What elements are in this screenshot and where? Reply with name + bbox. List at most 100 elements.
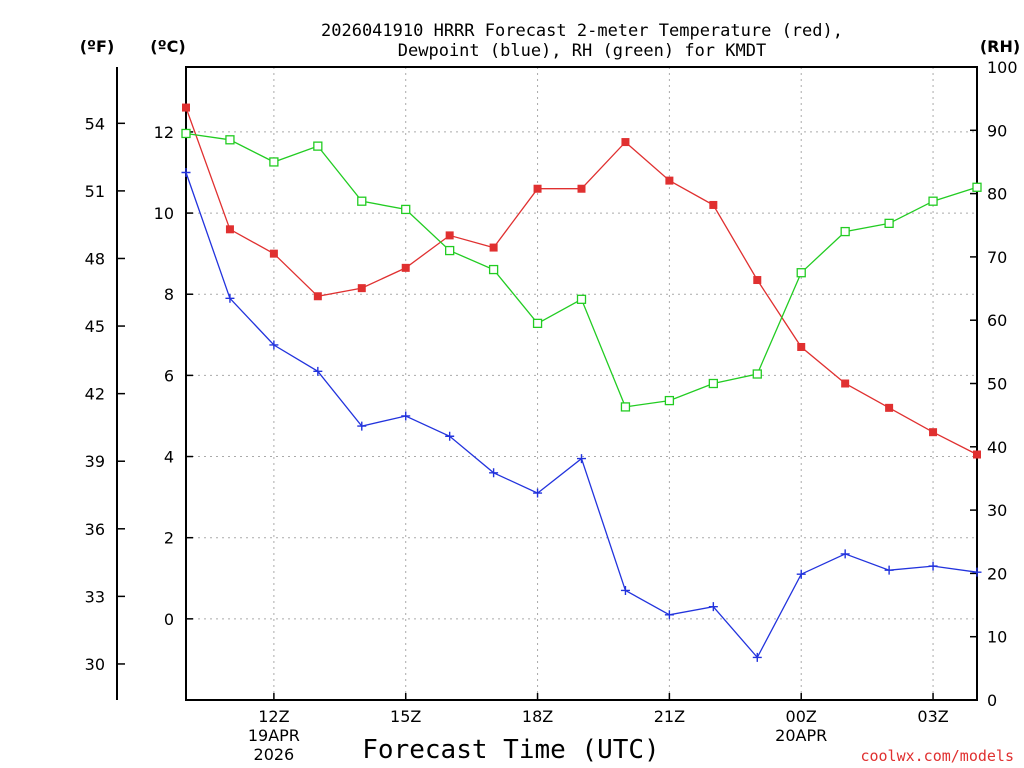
rh-point <box>796 268 806 278</box>
dewpoint-point <box>357 421 367 431</box>
rh-tick-label: 80 <box>987 185 1007 204</box>
temperature-point <box>401 263 410 272</box>
celsius-tick-label: 12 <box>154 123 174 142</box>
rh-line <box>185 132 978 408</box>
temperature-point <box>973 450 981 459</box>
celsius-tick-label: 4 <box>164 448 174 467</box>
plot-frame <box>185 66 978 701</box>
x-tick-label: 15Z <box>390 707 421 726</box>
rh-tick-label: 70 <box>987 248 1007 267</box>
dewpoint-point <box>620 585 630 595</box>
rh-tick-label: 90 <box>987 121 1007 140</box>
temperature-point <box>182 103 190 112</box>
dewpoint-point <box>181 168 191 177</box>
celsius-unit-label: (ºC) <box>150 37 185 56</box>
dewpoint-point <box>401 411 411 421</box>
celsius-tick-label: 6 <box>164 366 174 385</box>
fahrenheit-tick-label: 36 <box>85 520 105 539</box>
dewpoint-point <box>884 565 894 575</box>
rh-point <box>488 264 499 275</box>
rh-point <box>445 245 455 256</box>
rh-point <box>576 294 587 304</box>
dewpoint-point <box>972 567 982 577</box>
celsius-tick-label: 8 <box>164 285 174 304</box>
fahrenheit-tick-label: 45 <box>85 317 105 336</box>
fahrenheit-tick-label: 54 <box>85 114 105 133</box>
rh-point <box>664 395 675 406</box>
temperature-point <box>357 284 366 293</box>
temperature-point <box>313 292 322 301</box>
temperature-point <box>489 243 498 252</box>
dewpoint-point <box>489 468 499 478</box>
rh-tick-label: 50 <box>987 375 1007 394</box>
dewpoint-point <box>533 488 543 498</box>
rh-tick-label: 10 <box>987 628 1007 647</box>
axes-layer: 30 33 36 39 42 45 48 51 54 0 2 4 6 8 10 12 0 10 20 30 40 50 60… <box>85 58 1018 764</box>
x-tick-label: 03Z <box>917 707 948 726</box>
rh-tick-label: 0 <box>987 691 997 710</box>
dewpoint-point <box>313 366 323 376</box>
fahrenheit-tick-label: 39 <box>85 452 105 471</box>
fahrenheit-tick-label: 30 <box>85 655 105 674</box>
grid-layer <box>186 67 977 700</box>
dewpoint-point <box>928 561 938 571</box>
rh-point <box>884 218 894 229</box>
rh-point <box>225 135 235 145</box>
celsius-tick-label: 0 <box>164 610 174 629</box>
rh-tick-label: 30 <box>987 501 1007 520</box>
x-tick-label: 20APR <box>775 726 827 745</box>
dewpoint-point <box>269 340 279 350</box>
temperature-point <box>709 200 718 209</box>
temperature-point <box>753 276 762 285</box>
temperature-point <box>225 225 234 234</box>
temperature-point <box>269 249 278 258</box>
dewpoint-point <box>664 610 674 620</box>
rh-tick-label: 40 <box>987 438 1007 457</box>
rh-point <box>708 378 718 389</box>
rh-tick-label: 20 <box>987 564 1007 583</box>
rh-point <box>313 141 323 151</box>
rh-point <box>840 226 850 237</box>
dewpoint-point <box>752 652 762 662</box>
rh-point <box>752 369 762 379</box>
rh-unit-label: (RH) <box>980 37 1020 56</box>
fahrenheit-unit-label: (ºF) <box>80 37 115 56</box>
temperature-point <box>445 231 454 240</box>
chart-title-line2: Dewpoint (blue), RH (green) for KMDT <box>398 41 766 61</box>
dewpoint-point <box>840 549 850 559</box>
credit-label: coolwx.com/models <box>860 747 1014 765</box>
x-tick-label: 21Z <box>654 707 685 726</box>
fahrenheit-tick-label: 48 <box>85 249 105 268</box>
x-tick-label: 19APR <box>248 726 300 745</box>
fahrenheit-tick-label: 42 <box>85 385 105 404</box>
rh-tick-label: 60 <box>987 311 1007 330</box>
fahrenheit-tick-label: 51 <box>85 182 105 201</box>
temperature-point <box>797 342 806 351</box>
x-tick-label: 12Z <box>258 707 289 726</box>
temperature-line <box>185 107 978 456</box>
celsius-tick-label: 2 <box>164 529 174 548</box>
rh-point <box>620 402 631 412</box>
rh-point <box>357 196 367 206</box>
celsius-tick-label: 10 <box>154 204 174 223</box>
x-tick-label: 00Z <box>786 707 817 726</box>
temperature-point <box>577 184 586 193</box>
dewpoint-point <box>796 569 806 579</box>
x-tick-label: 2026 <box>254 745 295 764</box>
temperature-point <box>841 379 850 388</box>
rh-point <box>269 157 279 167</box>
rh-point <box>181 128 191 139</box>
x-axis-label: Forecast Time (UTC) <box>362 735 659 765</box>
fahrenheit-tick-label: 33 <box>85 587 105 606</box>
dewpoint-point <box>708 602 718 612</box>
dewpoint-line <box>185 172 978 659</box>
series-layer <box>181 103 982 662</box>
x-tick-label: 18Z <box>522 707 553 726</box>
rh-point <box>972 182 982 192</box>
rh-point <box>532 318 543 329</box>
temperature-point <box>621 138 630 147</box>
dewpoint-point <box>445 431 455 441</box>
rh-point <box>928 196 938 206</box>
dewpoint-point <box>225 293 235 303</box>
